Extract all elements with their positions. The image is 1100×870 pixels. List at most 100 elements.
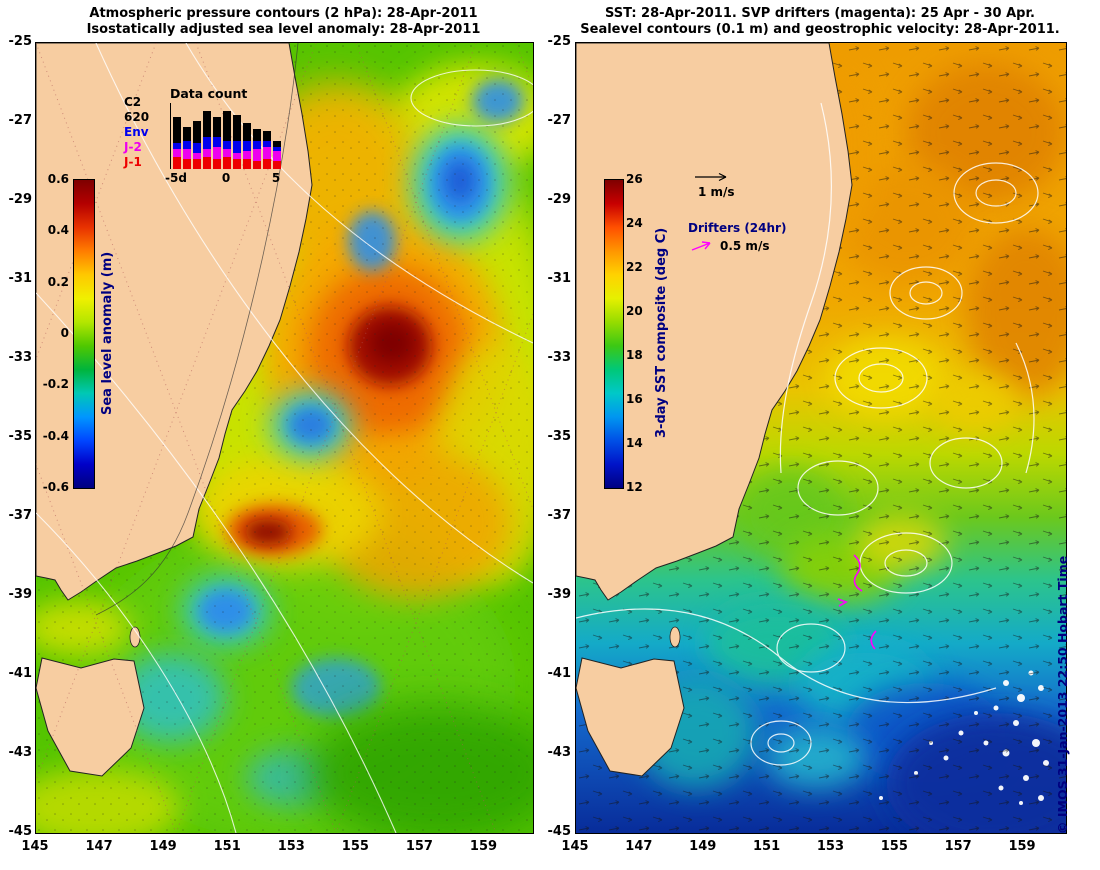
- histogram-bar: [173, 103, 181, 169]
- histogram-segment: [233, 141, 241, 153]
- sla-colorbar-tick: -0.6: [42, 480, 69, 494]
- lat-tick-right: -41: [547, 666, 572, 681]
- inset-legend-item: 620: [124, 110, 150, 124]
- histogram-bar: [273, 103, 281, 169]
- lat-tick-right: -33: [547, 350, 572, 365]
- histogram-segment: [203, 149, 211, 157]
- sst-colorbar: [604, 179, 624, 489]
- histogram-segment: [273, 147, 281, 151]
- histogram-bar: [213, 103, 221, 169]
- lat-tick-right: -45: [547, 824, 572, 839]
- histogram-bar: [253, 103, 261, 169]
- histogram-segment: [193, 153, 201, 159]
- lat-tick-left: -25: [8, 34, 33, 49]
- histogram-x-tick: -5d: [165, 171, 187, 185]
- histogram-segment: [173, 157, 181, 169]
- histogram-segment: [223, 111, 231, 141]
- lon-tick-left: 155: [341, 839, 369, 854]
- sea-level-anomaly-map: 0.6 0.4 0.2 0 -0.2 -0.4 -0.6 Sea level anomaly…: [35, 42, 534, 834]
- sea-level-anomaly-colorbar-label: Sea level anomaly (m): [100, 251, 115, 415]
- lat-tick-left: -43: [8, 745, 33, 760]
- lat-tick-right: -29: [547, 192, 572, 207]
- velocity-scale-arrow-icon: [695, 172, 727, 182]
- lat-tick-right: -37: [547, 508, 572, 523]
- lon-tick-left: 151: [213, 839, 241, 854]
- histogram-bar: [193, 103, 201, 169]
- lon-tick-right: 157: [944, 839, 972, 854]
- histogram-segment: [263, 159, 271, 169]
- lon-tick-left: 153: [277, 839, 305, 854]
- histogram-bar: [223, 103, 231, 169]
- copyright-text: © IMOS 31-Jan-2013 22:50 Hobart Time: [1055, 555, 1070, 834]
- drifters-legend-title: Drifters (24hr): [688, 221, 787, 235]
- mainland-australia: [576, 43, 853, 601]
- histogram-segment: [243, 141, 251, 151]
- lat-tick-right: -43: [547, 745, 572, 760]
- drifter-speed-label: 0.5 m/s: [720, 239, 770, 253]
- sea-level-anomaly-colorbar: [73, 179, 95, 489]
- lon-tick-right: 147: [625, 839, 653, 854]
- lon-tick-left: 149: [149, 839, 177, 854]
- sst-colorbar-tick: 18: [626, 348, 643, 362]
- lat-tick-left: -41: [8, 666, 33, 681]
- histogram-segment: [263, 147, 271, 159]
- data-count-inset: Data count C2 620 Env J-2 J-1 -5d 0 5: [124, 86, 288, 199]
- lat-tick-left: -29: [8, 192, 33, 207]
- inset-legend-item: J-2: [124, 140, 142, 154]
- histogram-segment: [203, 137, 211, 149]
- histogram-segment: [213, 137, 221, 147]
- histogram-x-tick: 5: [271, 171, 281, 185]
- sst-colorbar-tick: 26: [626, 172, 643, 186]
- histogram-segment: [183, 141, 191, 149]
- tasmania: [36, 657, 145, 777]
- right-panel-title: SST: 28-Apr-2011. SVP drifters (magenta)…: [575, 6, 1065, 38]
- histogram-segment: [173, 143, 181, 149]
- sealevel-contours: [576, 102, 1039, 766]
- histogram-bar: [263, 103, 271, 169]
- lon-tick-right: 149: [689, 839, 717, 854]
- histogram-segment: [253, 161, 261, 169]
- sst-colorbar-label: 3-day SST composite (deg C): [654, 227, 669, 439]
- histogram-segment: [183, 127, 191, 141]
- lat-tick-right: -27: [547, 113, 572, 128]
- left-map-svg: [36, 43, 533, 833]
- histogram-bar: [233, 103, 241, 169]
- histogram-segment: [213, 159, 221, 169]
- sla-colorbar-tick: -0.4: [42, 428, 69, 443]
- lat-tick-right: -39: [547, 587, 572, 602]
- lon-tick-left: 157: [405, 839, 433, 854]
- sla-colorbar-tick: 0.4: [47, 223, 69, 238]
- inset-legend-item: Env: [124, 125, 149, 139]
- histogram-segment: [173, 117, 181, 143]
- histogram-segment: [263, 131, 271, 141]
- lon-tick-right: 155: [880, 839, 908, 854]
- histogram-segment: [193, 159, 201, 169]
- sst-map: 26 24 22 20 18 16 14 12 3-day SST composite (de…: [575, 42, 1067, 834]
- lon-tick-right: 151: [753, 839, 781, 854]
- histogram-segment: [243, 159, 251, 169]
- histogram-segment: [253, 141, 261, 149]
- altimeter-tracks: [36, 43, 533, 833]
- histogram-segment: [253, 149, 261, 161]
- histogram-bar: [203, 103, 211, 169]
- lon-tick-right: 153: [816, 839, 845, 854]
- histogram-segment: [263, 141, 271, 147]
- sst-colorbar-tick: 16: [626, 392, 643, 406]
- lat-tick-left: -33: [8, 350, 33, 365]
- histogram-segment: [193, 143, 201, 153]
- histogram-segment: [203, 111, 211, 137]
- lat-tick-left: -45: [8, 824, 33, 839]
- sst-colorbar-tick: 20: [626, 304, 643, 318]
- sla-colorbar-tick: 0.2: [47, 274, 69, 289]
- lat-tick-right: -25: [547, 34, 572, 49]
- histogram-segment: [243, 151, 251, 159]
- left-panel-title: Atmospheric pressure contours (2 hPa): 2…: [35, 6, 532, 38]
- lat-tick-right: -35: [547, 429, 572, 444]
- histogram-segment: [183, 149, 191, 159]
- histogram-segment: [223, 141, 231, 149]
- histogram-segment: [213, 147, 221, 159]
- histogram-x-tick: 0: [221, 171, 231, 185]
- lat-tick-left: -39: [8, 587, 33, 602]
- lat-tick-left: -37: [8, 508, 33, 523]
